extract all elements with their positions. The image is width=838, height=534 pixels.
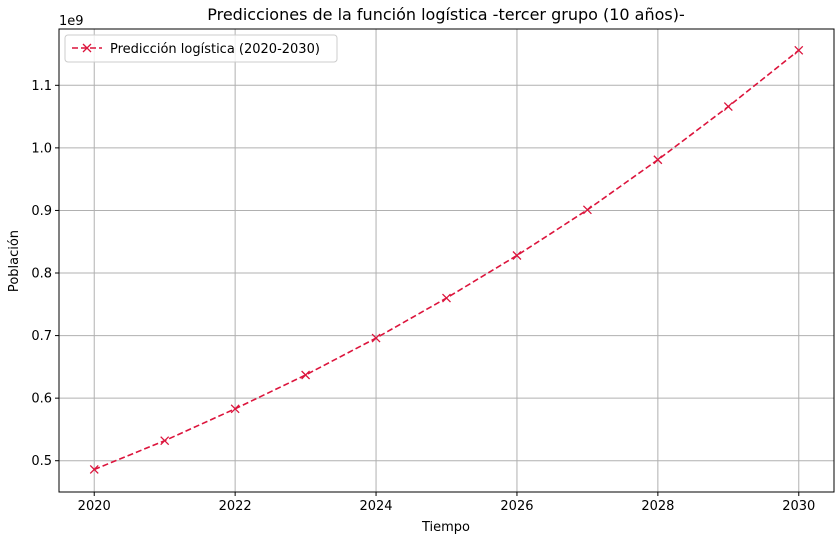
x-axis-label: Tiempo	[421, 520, 470, 534]
x-tick-label: 2020	[78, 499, 111, 514]
y-tick-label: 0.6	[31, 392, 52, 407]
legend-entry-label: Predicción logística (2020-2030)	[110, 42, 320, 57]
y-tick-label: 0.7	[31, 329, 52, 344]
legend-marker-x	[82, 43, 92, 53]
series-line	[93, 49, 800, 471]
y-tick-label: 1.0	[31, 141, 52, 156]
data-point-marker	[230, 404, 240, 414]
y-axis-offset-label: 1e9	[59, 14, 84, 29]
data-point-marker	[723, 102, 733, 112]
x-tick-label: 2022	[219, 499, 252, 514]
chart-title: Predicciones de la función logística -te…	[207, 5, 685, 24]
legend: Predicción logística (2020-2030)	[64, 34, 338, 63]
data-point-marker	[160, 436, 170, 446]
legend-box	[64, 34, 338, 63]
x-tick-label: 2026	[500, 499, 533, 514]
series-layer	[89, 45, 804, 474]
grid	[59, 29, 834, 492]
data-point-marker	[512, 251, 522, 260]
data-point-marker	[442, 293, 451, 303]
data-point-marker	[371, 333, 381, 343]
y-tick-label: 0.8	[31, 267, 52, 282]
x-tick-label: 2030	[782, 499, 815, 514]
x-tick-label: 2024	[359, 499, 392, 514]
data-point-marker	[582, 205, 592, 215]
data-point-marker	[653, 155, 663, 165]
y-axis-label: Población	[7, 230, 22, 292]
x-tick-label: 2028	[641, 499, 674, 514]
y-tick-label: 0.5	[31, 454, 52, 469]
ticks: 2020 2022 2024 2026 2028 2030 0.5 0.6 0.7 0.8 0.9 1…	[31, 79, 815, 514]
data-point-marker	[301, 370, 311, 380]
data-point-marker	[794, 45, 804, 55]
y-tick-label: 1.1	[31, 79, 52, 94]
plot-area-frame	[58, 28, 835, 493]
data-point-marker	[89, 465, 99, 474]
y-tick-label: 0.9	[31, 204, 52, 219]
